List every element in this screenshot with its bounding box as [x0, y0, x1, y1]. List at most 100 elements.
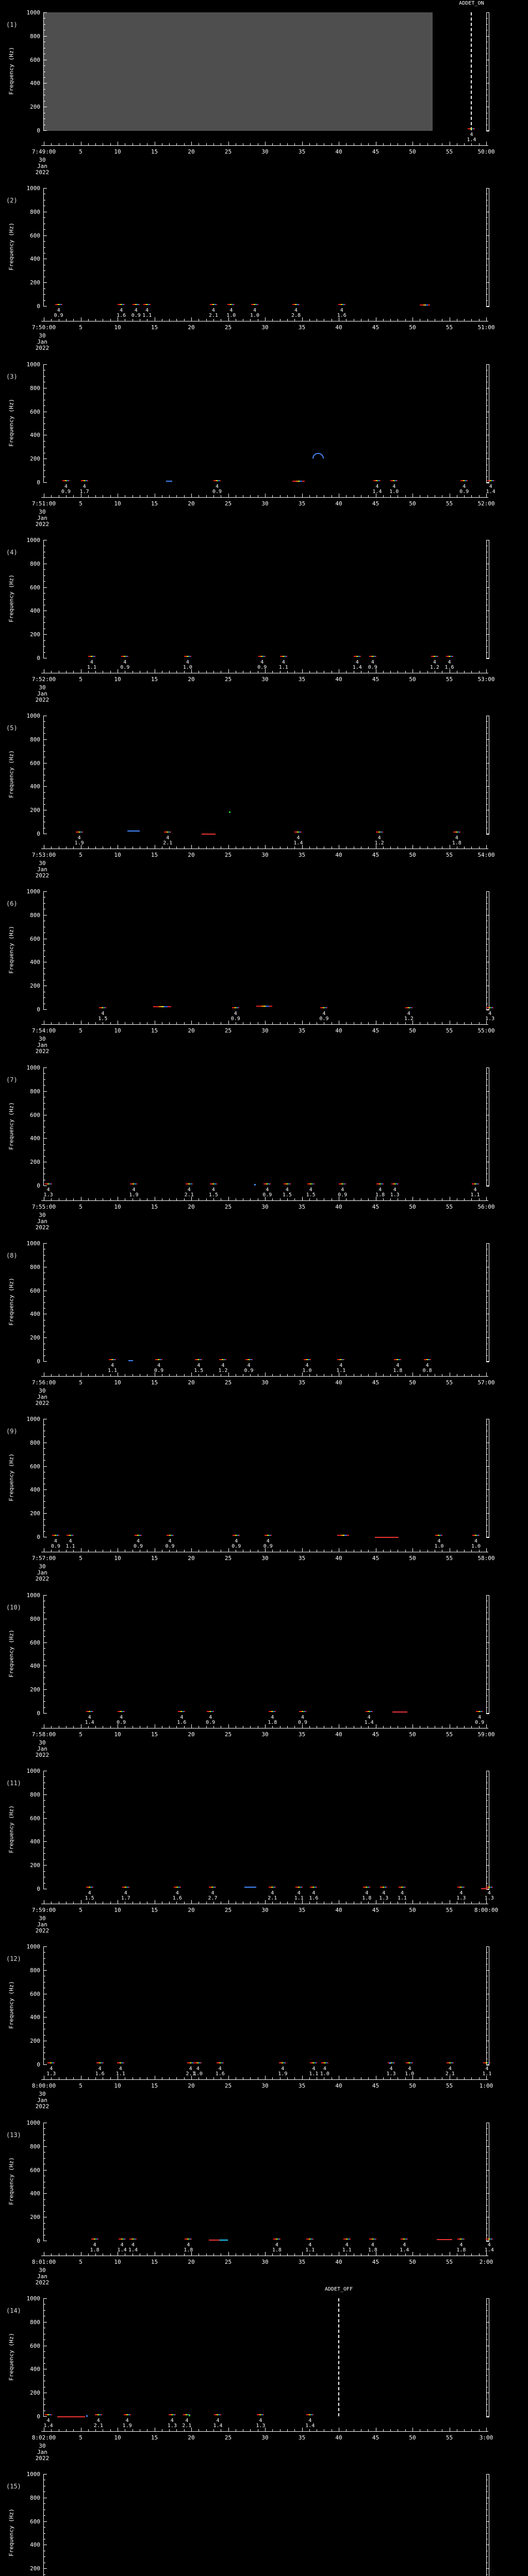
detection-value-label: 1.5 [208, 1192, 218, 1198]
right-axis-tick [487, 440, 488, 442]
y-axis-line [43, 1771, 44, 1889]
right-axis-tick [487, 1829, 488, 1831]
y-tick-label: 800 [30, 1967, 40, 1974]
x-end-time-label: 2:00 [479, 2259, 493, 2265]
y-tick [44, 2527, 45, 2528]
right-axis-tick [487, 306, 489, 307]
x-axis-line [41, 2079, 488, 2080]
detection-value-label: 1.0 [471, 1544, 481, 1549]
detection-value-label: 1.4 [467, 137, 476, 143]
y-tick [44, 944, 45, 945]
y-tick [44, 646, 45, 647]
x-tick [478, 1902, 480, 1904]
right-axis-tick [487, 1794, 489, 1795]
detection-dash [94, 2414, 102, 2415]
x-tick-label: 45 [372, 1907, 380, 1913]
x-tick-label: 55 [446, 324, 453, 331]
x-tick [464, 846, 465, 849]
right-axis-tick [487, 786, 489, 787]
x-tick [390, 143, 391, 145]
y-tick-label: 0 [37, 831, 40, 837]
detection-value-label: 1.4 [372, 489, 382, 495]
x-tick [169, 143, 170, 145]
panel-1: (1) Frequency (Hz) 0 200 400 600 800 1000 7:49:0… [0, 0, 528, 176]
trace-mark [57, 2416, 86, 2417]
x-tick [95, 1374, 96, 1376]
y-tick-label: 600 [30, 759, 40, 767]
detection-value-label: 0.9 [262, 1192, 272, 1198]
y-tick-label: 200 [30, 2389, 40, 2397]
y-tick [44, 1865, 47, 1866]
trace-mark [166, 480, 172, 482]
x-tick-label: 55 [446, 1204, 453, 1210]
detection-dash [209, 304, 217, 305]
x-tick [309, 2429, 310, 2431]
x-tick [294, 319, 295, 321]
x-tick-label: 55 [446, 1555, 453, 1562]
detection-value-label: 1.4 [352, 665, 362, 670]
detection-class-label: 4 [308, 2242, 312, 2248]
x-tick [265, 1021, 266, 1024]
right-axis-tick [487, 235, 489, 236]
detection-class-label: 4 [211, 308, 215, 313]
right-axis-tick [487, 2035, 488, 2036]
x-tick [51, 319, 52, 321]
y-tick [44, 1853, 45, 1854]
y-tick [44, 1776, 45, 1777]
dot-mark [86, 2415, 88, 2417]
y-tick-label: 200 [30, 807, 40, 814]
x-tick [65, 1198, 67, 1200]
y-tick [44, 294, 45, 295]
x-tick [486, 2252, 487, 2256]
detection-class-label: 4 [211, 1187, 215, 1193]
x-tick [309, 1902, 310, 1904]
detection-value-label: 0.9 [206, 1720, 216, 1725]
detection-dash [219, 1359, 227, 1360]
x-start-time-label: 7:57:00 [31, 1555, 56, 1562]
y-tick-label: 1000 [26, 2120, 41, 2126]
x-tick [383, 1726, 384, 1728]
x-tick [302, 1548, 303, 1552]
detection-dash [375, 832, 383, 833]
y-tick [44, 282, 47, 283]
x-tick [206, 1198, 207, 1200]
x-tick [478, 143, 480, 145]
y-tick-label: 600 [30, 935, 40, 942]
x-tick [110, 319, 111, 321]
right-axis-tick [487, 2128, 488, 2129]
x-tick-label: 15 [151, 324, 158, 331]
detection-class-label: 4 [168, 1538, 172, 1544]
y-axis-title: Frequency (Hz) [8, 1630, 15, 1677]
detection-class-label: 4 [125, 2418, 129, 2424]
x-tick [250, 1022, 251, 1024]
x-tick-label: 5 [79, 1379, 82, 1386]
detection-value-label: 1.6 [117, 313, 126, 318]
x-tick-label: 5 [79, 324, 82, 331]
x-tick [169, 1550, 170, 1552]
y-axis-title: Frequency (Hz) [8, 926, 15, 974]
detection-class-label: 4 [487, 1890, 491, 1896]
y-tick [44, 1636, 45, 1637]
x-tick [390, 2429, 391, 2431]
detection-value-label: 1.1 [116, 2071, 125, 2077]
x-tick [51, 495, 52, 497]
y-tick-label: 600 [30, 1111, 40, 1118]
y-tick-label: 400 [30, 783, 40, 790]
detection-class-label: 4 [186, 659, 189, 665]
no-data-region [44, 12, 433, 131]
x-tick-label: 50 [409, 500, 416, 507]
detection-value-label: 0.9 [459, 489, 469, 495]
right-axis-tick [487, 247, 488, 248]
x-axis-date-line: 2022 [35, 697, 50, 703]
x-tick [88, 1726, 89, 1728]
right-axis-tick [487, 2199, 488, 2200]
x-tick [405, 1550, 406, 1552]
x-tick [176, 671, 177, 673]
detection-value-label: 1.2 [374, 840, 384, 846]
x-tick [368, 1374, 369, 1376]
x-tick-label: 50 [409, 2082, 416, 2089]
detection-dash [130, 1183, 138, 1184]
detection-value-label: 1.7 [79, 489, 89, 495]
detection-class-label: 4 [322, 1011, 326, 1016]
y-axis-line [43, 2123, 44, 2241]
